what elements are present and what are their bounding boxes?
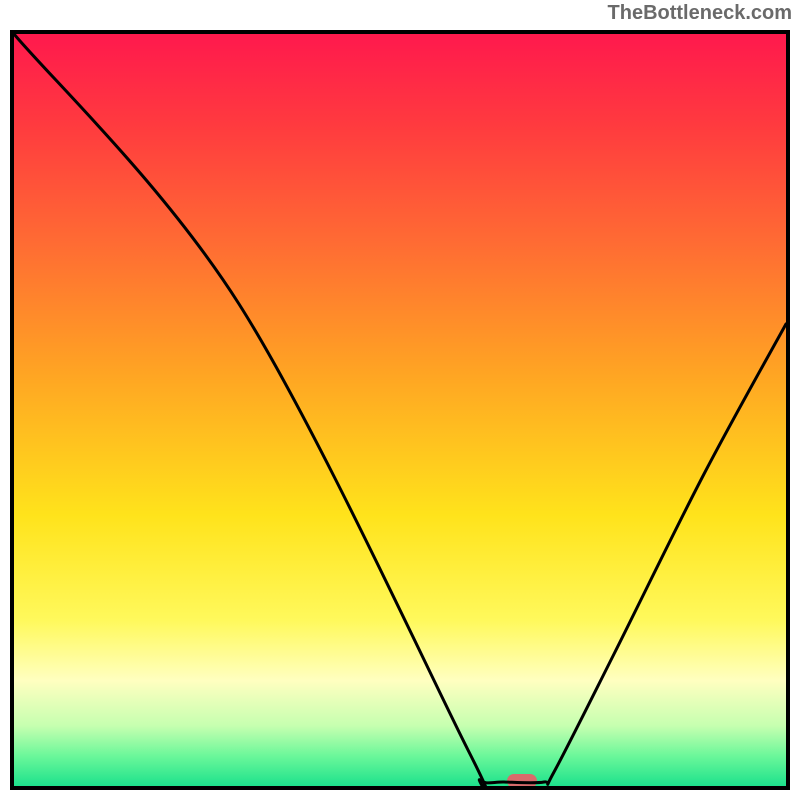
bottleneck-chart	[10, 30, 790, 790]
bottleneck-curve	[14, 34, 786, 786]
attribution-text: TheBottleneck.com	[608, 2, 792, 25]
plot-area	[14, 34, 786, 786]
